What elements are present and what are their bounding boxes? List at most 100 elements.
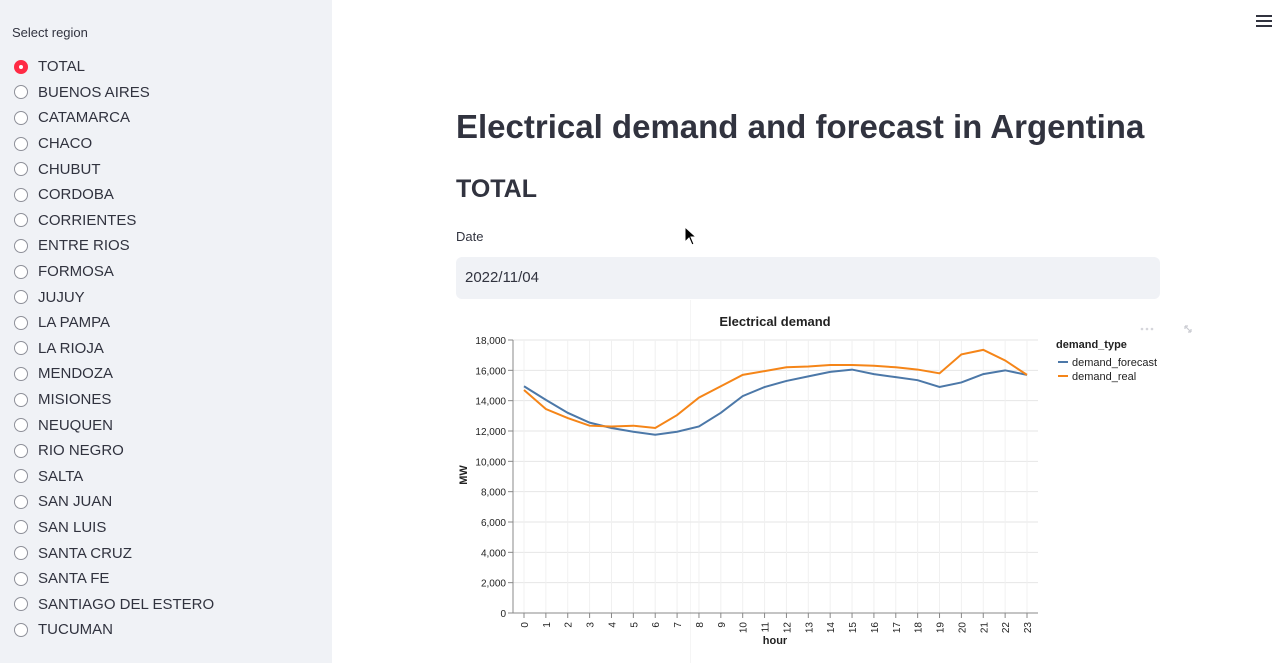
radio-button-icon[interactable] [14, 187, 28, 202]
y-tick-label: 16,000 [475, 366, 506, 377]
radio-button-icon[interactable] [14, 162, 28, 177]
region-option[interactable]: TUCUMAN [14, 617, 214, 643]
radio-button-icon[interactable] [14, 622, 28, 637]
radio-button-icon[interactable] [14, 546, 28, 561]
radio-button-icon[interactable] [14, 392, 28, 407]
radio-button-icon[interactable] [14, 110, 28, 125]
region-option-label: NEUQUEN [38, 416, 114, 434]
legend-label: demand_real [1072, 371, 1136, 383]
region-option[interactable]: SALTA [14, 464, 214, 490]
region-option[interactable]: SANTA CRUZ [14, 540, 214, 566]
region-option-label: FORMOSA [38, 263, 114, 281]
region-option-label: CORRIENTES [38, 211, 137, 229]
x-tick-label: 13 [804, 622, 815, 634]
guide-line [690, 300, 691, 663]
region-option[interactable]: SANTIAGO DEL ESTERO [14, 591, 214, 617]
y-tick-label: 4,000 [481, 548, 506, 559]
chart-title: Electrical demand [719, 314, 830, 329]
x-axis-label: hour [763, 635, 788, 647]
region-option[interactable]: RIO NEGRO [14, 438, 214, 464]
radio-button-icon[interactable] [14, 85, 28, 100]
region-option[interactable]: LA PAMPA [14, 310, 214, 336]
date-input[interactable]: 2022/11/04 [456, 257, 1160, 299]
region-radio-group: TOTAL BUENOS AIRES CATAMARCA CHACO CHUBUT COR… [14, 54, 214, 643]
region-option-label: LA PAMPA [38, 314, 110, 332]
region-option-label: LA RIOJA [38, 339, 104, 357]
region-option[interactable]: CORRIENTES [14, 208, 214, 234]
region-option[interactable]: CATAMARCA [14, 105, 214, 131]
region-option-label: SAN JUAN [38, 493, 113, 511]
y-tick-label: 2,000 [481, 579, 506, 590]
page-title: Electrical demand and forecast in Argent… [456, 108, 1145, 145]
x-tick-label: 18 [914, 622, 925, 634]
x-tick-label: 4 [607, 622, 618, 628]
region-option-label: JUJUY [38, 288, 85, 306]
radio-button-icon[interactable] [14, 469, 28, 484]
region-option[interactable]: MENDOZA [14, 361, 214, 387]
chart-actions-icon[interactable] [1140, 327, 1154, 331]
sidebar: Select region TOTAL BUENOS AIRES CATAMARCA… [0, 0, 332, 663]
x-tick-label: 0 [520, 622, 531, 628]
y-tick-label: 18,000 [475, 336, 506, 347]
region-option-label: MISIONES [38, 391, 112, 409]
x-tick-label: 21 [979, 622, 990, 634]
radio-button-icon[interactable] [14, 59, 28, 74]
mouse-cursor-icon [684, 226, 698, 246]
hamburger-icon[interactable] [1255, 13, 1273, 29]
region-option-label: CORDOBA [38, 186, 114, 204]
radio-button-icon[interactable] [14, 213, 28, 228]
region-option-label: SANTA CRUZ [38, 544, 132, 562]
region-option[interactable]: LA RIOJA [14, 336, 214, 362]
radio-button-icon[interactable] [14, 238, 28, 253]
radio-button-icon[interactable] [14, 597, 28, 612]
radio-button-icon[interactable] [14, 136, 28, 151]
series-line-demand_forecast [523, 368, 1028, 436]
x-tick-label: 12 [782, 622, 793, 634]
region-option[interactable]: CORDOBA [14, 182, 214, 208]
x-tick-label: 10 [739, 622, 750, 634]
y-tick-label: 12,000 [475, 427, 506, 438]
region-option[interactable]: SAN JUAN [14, 489, 214, 515]
region-option[interactable]: TOTAL [14, 54, 214, 80]
fullscreen-icon[interactable] [1184, 325, 1192, 333]
region-option-label: RIO NEGRO [38, 442, 124, 460]
region-option[interactable]: MISIONES [14, 387, 214, 413]
region-option-label: SALTA [38, 467, 84, 485]
radio-button-icon[interactable] [14, 290, 28, 305]
region-option[interactable]: ENTRE RIOS [14, 233, 214, 259]
chart-legend: demand_type demand_forecast demand_real [1056, 339, 1157, 383]
radio-button-icon[interactable] [14, 418, 28, 433]
series-line-demand_real [523, 348, 1028, 429]
region-option-label: SANTIAGO DEL ESTERO [38, 595, 215, 613]
x-tick-label: 15 [848, 622, 859, 634]
radio-button-icon[interactable] [14, 341, 28, 356]
x-tick-label: 20 [957, 622, 968, 634]
radio-button-icon[interactable] [14, 315, 28, 330]
radio-button-icon[interactable] [14, 571, 28, 586]
region-option[interactable]: JUJUY [14, 284, 214, 310]
region-option-label: SAN LUIS [38, 518, 107, 536]
region-option[interactable]: SAN LUIS [14, 515, 214, 541]
y-tick-label: 10,000 [475, 457, 506, 468]
y-tick-label: 14,000 [475, 397, 506, 408]
region-option[interactable]: BUENOS AIRES [14, 80, 214, 106]
region-option[interactable]: CHUBUT [14, 156, 214, 182]
region-option-label: CATAMARCA [38, 109, 130, 127]
region-option[interactable]: NEUQUEN [14, 412, 214, 438]
region-option-label: TUCUMAN [38, 621, 113, 639]
legend-label: demand_forecast [1072, 357, 1157, 369]
region-option[interactable]: CHACO [14, 131, 214, 157]
x-tick-label: 14 [826, 622, 837, 634]
x-tick-label: 1 [542, 622, 553, 628]
radio-button-icon[interactable] [14, 366, 28, 381]
y-tick-label: 6,000 [481, 518, 506, 529]
radio-button-icon[interactable] [14, 494, 28, 509]
radio-button-icon[interactable] [14, 264, 28, 279]
radio-button-icon[interactable] [14, 443, 28, 458]
region-option-label: TOTAL [38, 58, 85, 76]
x-tick-label: 17 [892, 622, 903, 634]
radio-button-icon[interactable] [14, 520, 28, 535]
region-option[interactable]: SANTA FE [14, 566, 214, 592]
x-tick-label: 22 [1001, 622, 1012, 634]
region-option[interactable]: FORMOSA [14, 259, 214, 285]
